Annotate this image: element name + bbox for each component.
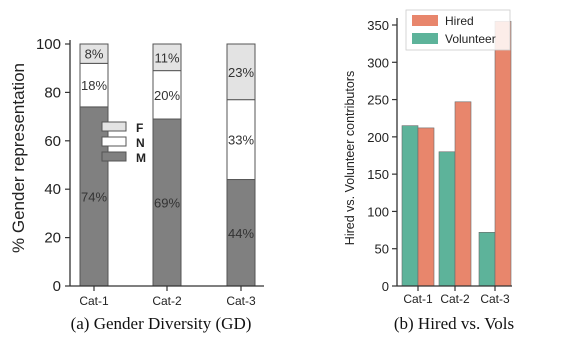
legend-swatch-volunteer — [412, 33, 438, 44]
legend-label-n: N — [136, 136, 145, 150]
left-caption: (a) Gender Diversity (GD) — [71, 314, 252, 333]
hired-vs-vols-chart: 0 50 100 150 200 250 300 350 Cat-1 Cat-2 Cat-3 Hi… — [343, 9, 514, 333]
x-tick-label: Cat-1 — [79, 294, 109, 308]
right-y-axis: 0 50 100 150 200 250 300 350 — [367, 18, 512, 294]
x-tick-label: Cat-3 — [480, 292, 510, 306]
bar-n-cat-1 — [79, 62, 109, 108]
bar-f-cat-1 — [79, 43, 109, 64]
bar-f-cat-2 — [152, 43, 182, 72]
y-tick-label: 100 — [36, 36, 61, 53]
segment-label: 20% — [154, 88, 180, 103]
x-tick-label: Cat-2 — [152, 294, 182, 308]
bar-n-cat-2 — [152, 70, 182, 120]
segment-label: 8% — [85, 47, 104, 62]
bar-volunteer-cat-3 — [478, 232, 496, 287]
bar-m-cat-2 — [152, 118, 182, 287]
bar-volunteer-cat-1 — [401, 125, 419, 287]
y-tick-label: 50 — [375, 242, 389, 257]
bar-f-cat-3 — [226, 43, 256, 101]
segment-label: 44% — [228, 226, 254, 241]
segment-label: 18% — [81, 78, 107, 93]
segment-label: 23% — [228, 65, 254, 80]
segment-label: 33% — [228, 133, 254, 148]
legend-swatch-f — [101, 121, 127, 132]
legend-label-m: M — [136, 151, 146, 165]
bar-volunteer-cat-2 — [438, 151, 456, 287]
x-tick-label: Cat-3 — [226, 294, 256, 308]
y-tick-label: 20 — [44, 230, 61, 247]
right-y-axis-label: Hired vs. Volunteer contributors — [343, 71, 357, 245]
right-bars — [401, 20, 512, 287]
left-legend: FNM — [101, 121, 146, 165]
y-tick-label: 100 — [367, 204, 389, 219]
left-y-axis-label: % Gender representation — [9, 63, 28, 253]
left-x-axis: Cat-1 Cat-2 Cat-3 — [79, 286, 256, 308]
legend-label-f: F — [136, 121, 143, 135]
right-x-axis: Cat-1 Cat-2 Cat-3 — [403, 286, 510, 306]
gender-diversity-chart: 74%18%8%69%20%11%44%33%23% 020406080100 … — [9, 36, 264, 333]
legend-label-hired: Hired — [445, 14, 474, 28]
y-tick-label: 0 — [53, 278, 61, 295]
bar-n-cat-3 — [226, 99, 256, 181]
segment-label: 69% — [154, 196, 180, 211]
bar-hired-cat-3 — [494, 20, 512, 287]
y-tick-label: 60 — [44, 133, 61, 150]
y-tick-label: 150 — [367, 167, 389, 182]
right-caption: (b) Hired vs. Vols — [394, 314, 514, 333]
left-bars: 74% 18% 8% 69% 20% 11% 44% 33% 23% — [79, 43, 256, 287]
legend-swatch-n — [101, 136, 127, 147]
x-tick-label: Cat-1 — [403, 292, 433, 306]
y-tick-label: 300 — [367, 55, 389, 70]
legend-swatch-hired — [412, 15, 438, 26]
y-tick-label: 200 — [367, 130, 389, 145]
y-tick-label: 350 — [367, 18, 389, 33]
legend-swatch-m — [101, 151, 127, 162]
segment-label: 11% — [154, 50, 179, 65]
segment-label: 74% — [81, 189, 107, 204]
right-legend: Hired Volunteer — [405, 9, 511, 51]
y-tick-label: 250 — [367, 93, 389, 108]
legend-label-volunteer: Volunteer — [445, 32, 496, 46]
y-tick-label: 80 — [44, 84, 61, 101]
x-tick-label: Cat-2 — [440, 292, 470, 306]
y-tick-label: 0 — [382, 279, 389, 294]
bar-hired-cat-2 — [454, 101, 472, 287]
bar-hired-cat-1 — [417, 127, 435, 287]
y-tick-label: 40 — [44, 181, 61, 198]
